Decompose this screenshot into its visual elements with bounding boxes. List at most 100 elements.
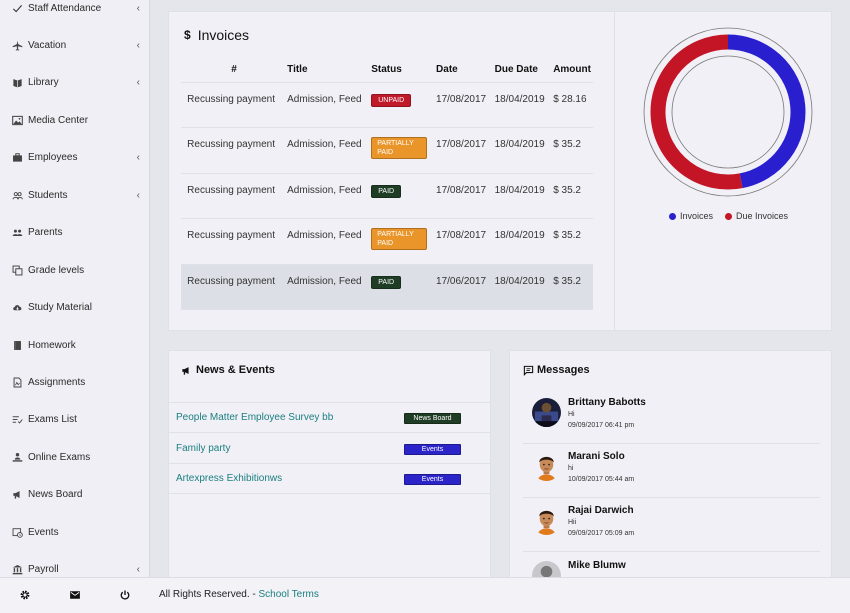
invoice-amount-cell: $ 35.2 (547, 218, 593, 265)
message-item[interactable]: Marani Solo hi 10/09/2017 05:44 am (523, 444, 820, 499)
sidebar-item-students[interactable]: Students ‹ (0, 180, 149, 210)
sidebar-item-study-material[interactable]: Study Material (0, 293, 149, 323)
chevron-left-icon[interactable]: ‹ (136, 564, 140, 576)
invoice-row[interactable]: Recussing payment Admission, Feed UNPAID 17… (181, 82, 593, 128)
briefcase-icon (11, 151, 24, 164)
message-item[interactable]: Brittany Babotts Hi 09/09/2017 06:41 pm (523, 390, 820, 444)
chevron-left-icon[interactable]: ‹ (136, 2, 140, 14)
avatar (532, 398, 561, 427)
invoice-amount: $ 35.2 (553, 184, 581, 196)
invoice-due-date: 18/04/2019 (494, 139, 545, 150)
news-events-card: News & Events People Matter Employee Sur… (168, 350, 491, 590)
invoice-date: 17/08/2017 (436, 93, 487, 105)
invoice-row[interactable]: Recussing payment Admission, Feed PARTIALL… (181, 127, 593, 174)
legend-item[interactable]: Due Invoices (725, 211, 788, 221)
check-icon (11, 2, 24, 15)
book-icon (11, 76, 24, 89)
chevron-left-icon[interactable]: ‹ (136, 77, 140, 89)
invoice-date: 17/06/2017 (436, 275, 487, 287)
invoice-row[interactable]: Recussing payment Admission, Feed PAID 17/0… (181, 264, 593, 310)
sidebar-item-staff-attendance[interactable]: Staff Attendance ‹ (0, 0, 149, 23)
invoices-header-row: # Title Status Date Due Date Amount (181, 57, 593, 83)
sidebar-item-employees[interactable]: Employees ‹ (0, 143, 149, 173)
sidebar-item-homework[interactable]: Homework (0, 330, 149, 360)
message-item[interactable]: Rajai Darwich Hii 09/09/2017 05:09 am (523, 498, 820, 553)
news-item-link[interactable]: People Matter Employee Survey bb (176, 412, 334, 423)
news-item-link[interactable]: Artexpress Exhibitionws (176, 473, 283, 484)
donut-slice-due-invoices[interactable] (650, 34, 743, 190)
news-item: People Matter Employee Survey bb News Boa… (169, 403, 490, 433)
sidebar-item-label: Vacation (28, 39, 67, 51)
power-icon[interactable] (118, 588, 132, 602)
invoice-amount: $ 28.16 (553, 93, 587, 105)
invoices-divider (614, 12, 615, 330)
sidebar-item-exams-list[interactable]: Exams List (0, 405, 149, 435)
legend-swatch (669, 212, 676, 220)
invoice-amount: $ 35.2 (553, 275, 581, 287)
invoice-number: Recussing payment (187, 139, 275, 150)
invoice-amount: $ 35.2 (553, 230, 581, 241)
invoices-donut-chart (643, 27, 813, 197)
invoice-number-cell: Recussing payment (181, 218, 282, 265)
chevron-left-icon[interactable]: ‹ (136, 39, 140, 51)
invoice-date-cell: 17/06/2017 (430, 264, 489, 310)
invoice-date: 17/08/2017 (436, 184, 487, 196)
invoices-title-text: Invoices (197, 27, 250, 43)
gear-icon[interactable] (18, 588, 32, 602)
sidebar-item-grade-levels[interactable]: Grade levels (0, 255, 149, 285)
sidebar-item-parents[interactable]: Parents (0, 218, 149, 248)
sidebar-item-label: Events (28, 526, 59, 538)
sidebar-item-payroll[interactable]: Payroll ‹ (0, 555, 149, 577)
legend-item[interactable]: Invoices (669, 211, 713, 221)
invoice-date-cell: 17/08/2017 (430, 127, 489, 174)
mail-icon[interactable] (68, 588, 82, 602)
sidebar-item-news-board[interactable]: News Board (0, 480, 149, 510)
invoice-due-date-cell: 18/04/2019 (488, 127, 548, 174)
invoice-amount-cell: $ 35.2 (547, 127, 593, 174)
invoice-date-cell: 17/08/2017 (430, 173, 489, 219)
message-timestamp: 09/09/2017 06:41 pm (568, 422, 635, 429)
news-category-badge: Events (404, 474, 461, 485)
invoice-row[interactable]: Recussing payment Admission, Feed PAID 17/0… (181, 173, 593, 219)
invoice-status-cell: PARTIALLY PAID (365, 127, 431, 174)
invoice-title-cell: Admission, Feed (281, 264, 366, 310)
sidebar-item-assignments[interactable]: Assignments (0, 368, 149, 398)
donut-slice-invoices[interactable] (727, 34, 806, 189)
invoice-amount-cell: $ 35.2 (547, 264, 593, 310)
chevron-left-icon[interactable]: ‹ (136, 189, 140, 201)
sidebar-item-online-exams[interactable]: Online Exams (0, 442, 149, 472)
avatar (532, 452, 561, 482)
sidebar-item-media-center[interactable]: Media Center (0, 105, 149, 135)
invoice-row[interactable]: Recussing payment Admission, Feed PARTIALL… (181, 218, 593, 265)
invoice-title: Admission, Feed (287, 184, 362, 196)
invoices-card: $ Invoices # Title Status Date Due Date … (168, 11, 832, 331)
sidebar-item-label: Study Material (28, 302, 92, 314)
legend-swatch (725, 212, 733, 220)
footer: All Rights Reserved. - School Terms (0, 577, 850, 613)
school-terms-link[interactable]: School Terms (258, 589, 319, 600)
donut-inner-ring (671, 55, 785, 169)
invoice-number: Recussing payment (187, 230, 275, 241)
news-item-link[interactable]: Family party (176, 442, 231, 454)
message-icon (523, 365, 534, 376)
chevron-left-icon[interactable]: ‹ (136, 152, 140, 164)
bank-icon (11, 563, 24, 576)
footer-copyright-text: All Rights Reserved. - (159, 589, 259, 600)
sidebar-item-events[interactable]: Events (0, 517, 149, 547)
col-header-due-date: Due Date (488, 57, 548, 83)
sidebar-item-library[interactable]: Library ‹ (0, 68, 149, 98)
news-events-title: News & Events (181, 364, 275, 376)
invoice-title-cell: Admission, Feed (281, 127, 366, 174)
col-header-title: Title (281, 57, 366, 83)
invoice-amount-cell: $ 28.16 (547, 82, 593, 128)
news-category-badge: News Board (404, 413, 461, 424)
invoice-number-cell: Recussing payment (181, 173, 282, 219)
plane-icon (11, 39, 24, 52)
invoice-number: Recussing payment (187, 275, 275, 287)
cloud-download-icon (11, 301, 24, 314)
sidebar-item-label: Students (28, 189, 68, 201)
invoice-due-date: 18/04/2019 (494, 184, 545, 196)
sidebar-item-vacation[interactable]: Vacation ‹ (0, 30, 149, 60)
list-check-icon (11, 413, 24, 426)
sidebar-item-label: Media Center (28, 114, 89, 126)
